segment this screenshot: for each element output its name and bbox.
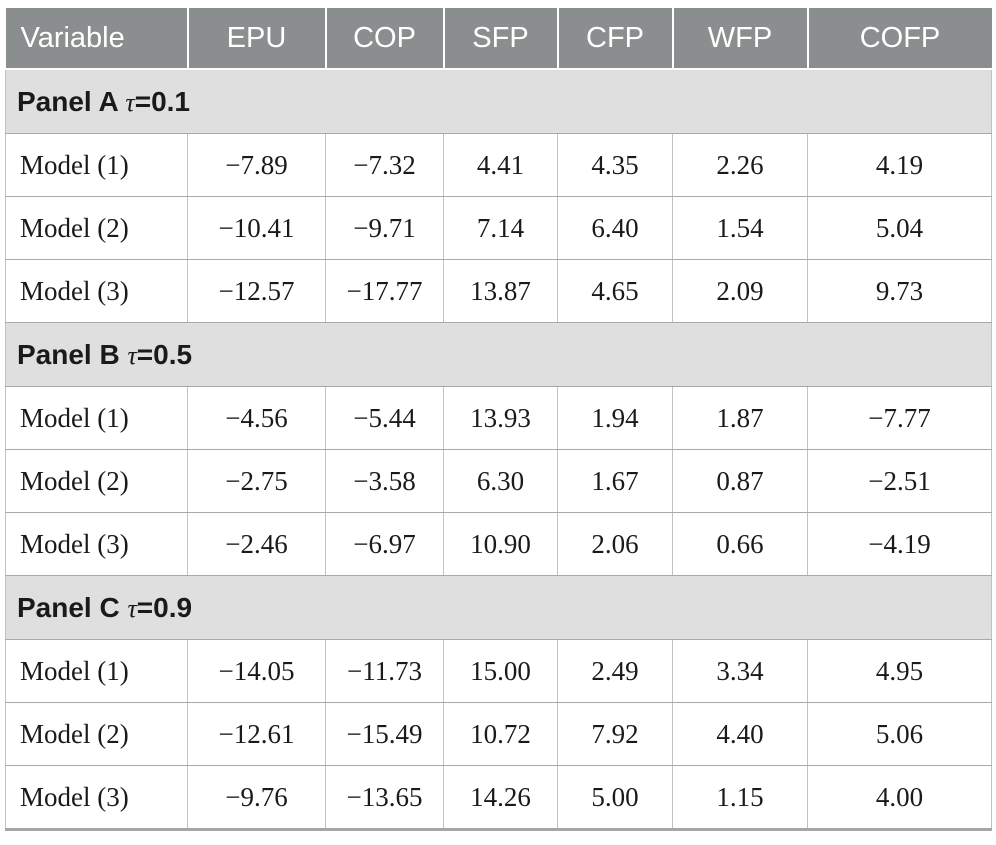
cell-sfp: 13.93 xyxy=(443,386,558,450)
panel-row-c: Panel C τ=0.9 xyxy=(5,575,992,640)
panel-row-b: Panel B τ=0.5 xyxy=(5,322,992,387)
cell-epu: −9.76 xyxy=(187,765,326,830)
cell-epu: −2.46 xyxy=(187,512,326,576)
cell-wfp: 3.34 xyxy=(672,639,808,703)
cell-sfp: 15.00 xyxy=(443,639,558,703)
cell-epu: −12.61 xyxy=(187,702,326,766)
tau-symbol: τ xyxy=(125,87,135,117)
cell-cfp: 1.67 xyxy=(557,449,673,513)
results-table: Variable EPU COP SFP CFP WFP COFP Panel A τ=0.… xyxy=(5,8,992,831)
cell-cofp: 9.73 xyxy=(807,259,992,323)
column-header-epu: EPU xyxy=(187,8,327,70)
cell-wfp: 2.09 xyxy=(672,259,808,323)
table-row: Model (1) −14.05 −11.73 15.00 2.49 3.34 4.95 xyxy=(5,639,992,703)
cell-epu: −7.89 xyxy=(187,133,326,197)
cell-cfp: 4.35 xyxy=(557,133,673,197)
cell-wfp: 4.40 xyxy=(672,702,808,766)
cell-epu: −2.75 xyxy=(187,449,326,513)
cell-cop: −7.32 xyxy=(325,133,444,197)
cell-sfp: 10.90 xyxy=(443,512,558,576)
cell-sfp: 6.30 xyxy=(443,449,558,513)
row-label: Model (3) xyxy=(5,765,188,830)
cell-cofp: 4.19 xyxy=(807,133,992,197)
panel-label: Panel C xyxy=(17,591,120,623)
table-body: Panel A τ=0.1 Model (1) −7.89 −7.32 4.41 4.35… xyxy=(5,69,992,830)
table-row: Model (3) −2.46 −6.97 10.90 2.06 0.66 −4.19 xyxy=(5,512,992,576)
cell-cofp: −7.77 xyxy=(807,386,992,450)
cell-cfp: 4.65 xyxy=(557,259,673,323)
cell-cop: −3.58 xyxy=(325,449,444,513)
cell-wfp: 0.66 xyxy=(672,512,808,576)
table-row: Model (1) −7.89 −7.32 4.41 4.35 2.26 4.19 xyxy=(5,133,992,197)
tau-symbol: τ xyxy=(127,593,137,623)
table-row: Model (2) −12.61 −15.49 10.72 7.92 4.40 5.06 xyxy=(5,702,992,766)
cell-cop: −15.49 xyxy=(325,702,444,766)
cell-sfp: 7.14 xyxy=(443,196,558,260)
cell-cfp: 7.92 xyxy=(557,702,673,766)
cell-cop: −9.71 xyxy=(325,196,444,260)
cell-cofp: 5.04 xyxy=(807,196,992,260)
column-header-cop: COP xyxy=(325,8,445,70)
cell-wfp: 1.87 xyxy=(672,386,808,450)
cell-cofp: −4.19 xyxy=(807,512,992,576)
cell-cfp: 1.94 xyxy=(557,386,673,450)
table-row: Model (3) −12.57 −17.77 13.87 4.65 2.09 9.73 xyxy=(5,259,992,323)
cell-cfp: 6.40 xyxy=(557,196,673,260)
cell-cofp: 5.06 xyxy=(807,702,992,766)
table-row: Model (1) −4.56 −5.44 13.93 1.94 1.87 −7.77 xyxy=(5,386,992,450)
column-header-variable: Variable xyxy=(5,8,189,70)
panel-label: Panel A xyxy=(17,85,118,117)
row-label: Model (2) xyxy=(5,449,188,513)
cell-cop: −13.65 xyxy=(325,765,444,830)
cell-cfp: 2.49 xyxy=(557,639,673,703)
cell-cofp: 4.95 xyxy=(807,639,992,703)
column-header-cfp: CFP xyxy=(557,8,674,70)
row-label: Model (1) xyxy=(5,639,188,703)
cell-wfp: 1.54 xyxy=(672,196,808,260)
cell-cfp: 2.06 xyxy=(557,512,673,576)
row-label: Model (1) xyxy=(5,386,188,450)
row-label: Model (1) xyxy=(5,133,188,197)
panel-title: Panel A τ=0.1 xyxy=(5,69,992,134)
cell-cop: −5.44 xyxy=(325,386,444,450)
cell-epu: −12.57 xyxy=(187,259,326,323)
table-row: Model (2) −2.75 −3.58 6.30 1.67 0.87 −2.51 xyxy=(5,449,992,513)
column-header-sfp: SFP xyxy=(443,8,559,70)
cell-wfp: 2.26 xyxy=(672,133,808,197)
tau-symbol: τ xyxy=(127,340,137,370)
cell-epu: −14.05 xyxy=(187,639,326,703)
tau-value: =0.5 xyxy=(136,338,193,370)
cell-cofp: −2.51 xyxy=(807,449,992,513)
panel-title: Panel B τ=0.5 xyxy=(5,322,992,387)
header-row: Variable EPU COP SFP CFP WFP COFP xyxy=(5,8,992,70)
cell-wfp: 1.15 xyxy=(672,765,808,830)
panel-title: Panel C τ=0.9 xyxy=(5,575,992,640)
cell-sfp: 13.87 xyxy=(443,259,558,323)
cell-sfp: 10.72 xyxy=(443,702,558,766)
cell-sfp: 14.26 xyxy=(443,765,558,830)
cell-cop: −6.97 xyxy=(325,512,444,576)
table-header: Variable EPU COP SFP CFP WFP COFP xyxy=(5,8,992,70)
row-label: Model (2) xyxy=(5,196,188,260)
cell-cfp: 5.00 xyxy=(557,765,673,830)
table-row: Model (3) −9.76 −13.65 14.26 5.00 1.15 4.00 xyxy=(5,765,992,830)
cell-epu: −4.56 xyxy=(187,386,326,450)
cell-epu: −10.41 xyxy=(187,196,326,260)
tau-value: =0.1 xyxy=(134,85,190,117)
cell-wfp: 0.87 xyxy=(672,449,808,513)
cell-cop: −11.73 xyxy=(325,639,444,703)
cell-cop: −17.77 xyxy=(325,259,444,323)
column-header-cofp: COFP xyxy=(807,8,992,70)
cell-sfp: 4.41 xyxy=(443,133,558,197)
row-label: Model (3) xyxy=(5,259,188,323)
tau-value: =0.9 xyxy=(136,591,193,623)
panel-label: Panel B xyxy=(17,338,120,370)
cell-cofp: 4.00 xyxy=(807,765,992,830)
column-header-wfp: WFP xyxy=(672,8,809,70)
row-label: Model (3) xyxy=(5,512,188,576)
panel-row-a: Panel A τ=0.1 xyxy=(5,69,992,134)
row-label: Model (2) xyxy=(5,702,188,766)
table-row: Model (2) −10.41 −9.71 7.14 6.40 1.54 5.04 xyxy=(5,196,992,260)
